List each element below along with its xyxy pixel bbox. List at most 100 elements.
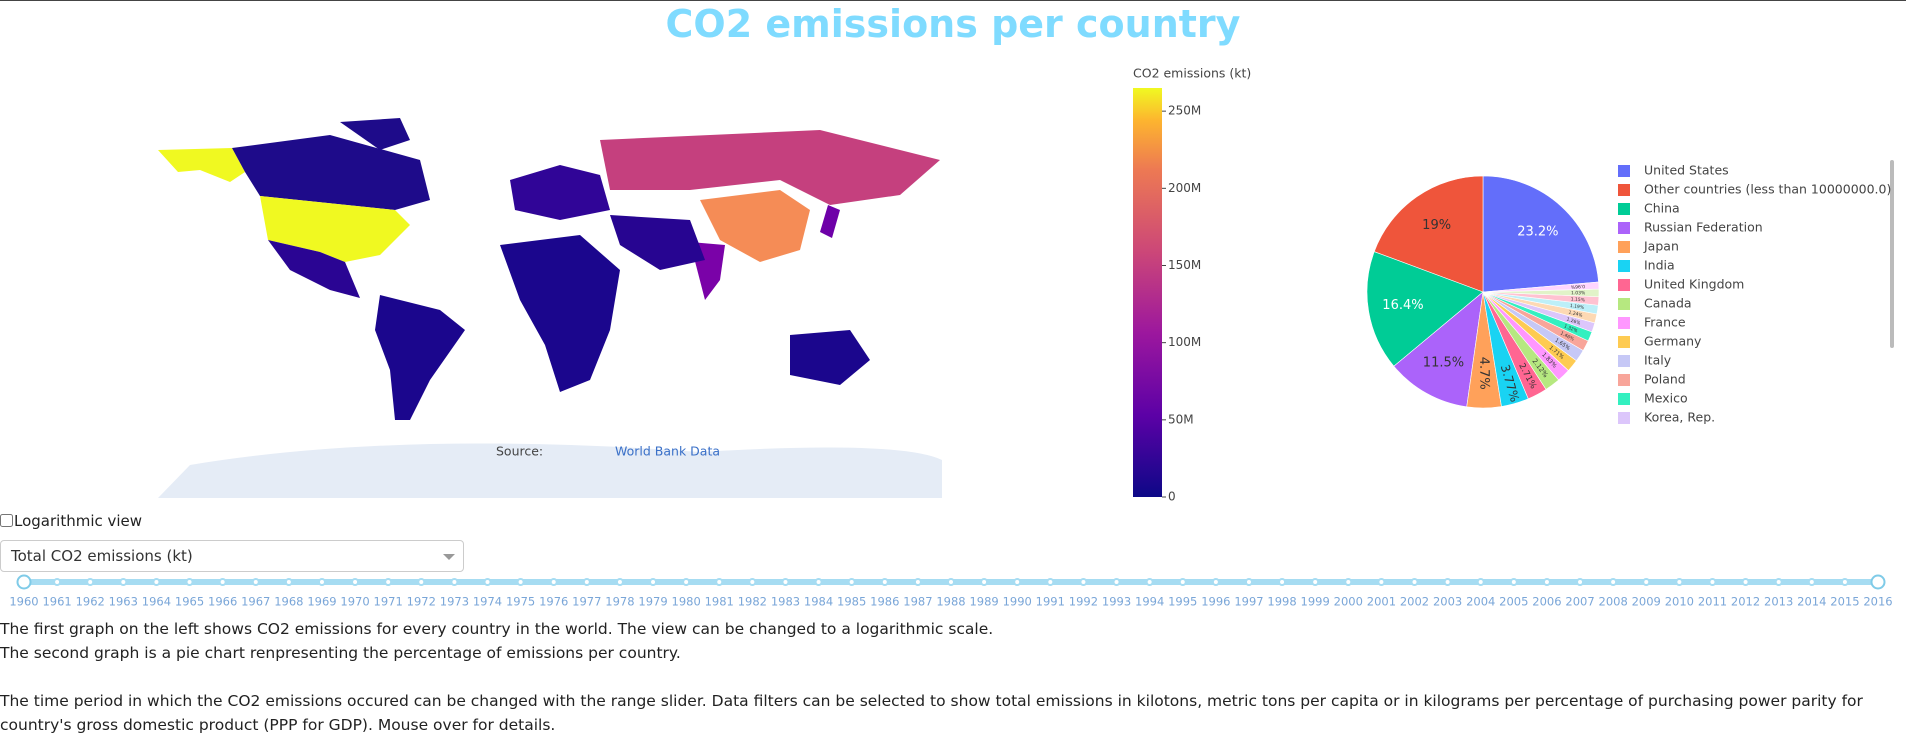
legend-swatch bbox=[1618, 222, 1630, 234]
dropdown-arrow bbox=[443, 554, 455, 560]
russia bbox=[600, 130, 940, 205]
slider-dot bbox=[947, 578, 955, 586]
legend-label[interactable]: Germany bbox=[1644, 334, 1702, 349]
slider-dot bbox=[1609, 578, 1618, 586]
slider-mark-label: 1983 bbox=[771, 595, 800, 609]
source-link[interactable]: World Bank Data bbox=[615, 444, 720, 459]
slider-mark-label: 1984 bbox=[804, 595, 833, 609]
colorbar-tick-label: 150M bbox=[1168, 258, 1201, 272]
slider-mark-label: 2015 bbox=[1830, 595, 1859, 609]
dropdown[interactable]: Total CO2 emissions (kt) bbox=[0, 540, 464, 572]
legend-label[interactable]: India bbox=[1644, 258, 1675, 273]
legend-label[interactable]: Poland bbox=[1644, 372, 1686, 387]
slider-dot bbox=[86, 578, 95, 586]
slider-dot bbox=[218, 578, 227, 586]
legend-label[interactable]: United States bbox=[1644, 163, 1729, 178]
pie-label: 19% bbox=[1422, 218, 1451, 233]
slider-mark-label: 1985 bbox=[837, 595, 866, 609]
legend-label[interactable]: Mexico bbox=[1644, 391, 1688, 406]
slider-mark-label: 1972 bbox=[407, 595, 436, 609]
slider-mark-label: 1993 bbox=[1102, 595, 1131, 609]
legend-swatch bbox=[1618, 260, 1630, 272]
slider-dot bbox=[1178, 578, 1187, 586]
legend-label[interactable]: Canada bbox=[1644, 296, 1692, 311]
australia bbox=[790, 330, 870, 385]
slider-dot bbox=[1642, 578, 1651, 586]
slider-dot bbox=[1708, 578, 1717, 586]
world-map[interactable] bbox=[158, 118, 942, 498]
slider-mark-label: 1988 bbox=[936, 595, 965, 609]
slider-mark-label: 1997 bbox=[1234, 595, 1263, 609]
slider-mark-label: 2003 bbox=[1433, 595, 1462, 609]
slider-mark-label: 2011 bbox=[1698, 595, 1727, 609]
slider-mark-label: 1996 bbox=[1201, 595, 1230, 609]
slider-handle[interactable] bbox=[1870, 574, 1886, 590]
south-america bbox=[375, 295, 465, 420]
checkbox[interactable] bbox=[0, 514, 13, 527]
legend-label[interactable]: Russian Federation bbox=[1644, 220, 1763, 235]
legend-swatch bbox=[1618, 241, 1630, 253]
legend-swatch bbox=[1618, 393, 1630, 405]
colorbar-tick-label: 0 bbox=[1168, 490, 1176, 504]
pie-label: 16.4% bbox=[1382, 298, 1423, 313]
legend-label[interactable]: Italy bbox=[1644, 353, 1672, 368]
slider-mark-label: 2009 bbox=[1632, 595, 1661, 609]
pie-label: 1.32% bbox=[1563, 323, 1579, 334]
slider-dot bbox=[1576, 578, 1585, 586]
slider-dot bbox=[880, 578, 889, 586]
slider-dot bbox=[1244, 578, 1253, 586]
legend-label[interactable]: United Kingdom bbox=[1644, 277, 1744, 292]
pie-label: 1.24% bbox=[1568, 310, 1584, 319]
legend-swatch bbox=[1618, 279, 1630, 291]
slider-mark-label: 1999 bbox=[1301, 595, 1330, 609]
slider-dot bbox=[549, 578, 558, 586]
slider-dot bbox=[1509, 578, 1518, 586]
slider-mark-label: 1986 bbox=[870, 595, 899, 609]
paragraph: The first graph on the left shows CO2 em… bbox=[0, 620, 994, 638]
slider-dot bbox=[980, 578, 989, 586]
slider-mark-label: 2016 bbox=[1863, 595, 1892, 609]
legend-swatch bbox=[1618, 298, 1630, 310]
legend-label[interactable]: Japan bbox=[1643, 239, 1679, 254]
slider-handle[interactable] bbox=[16, 574, 32, 590]
description: The first graph on the left shows CO2 em… bbox=[0, 617, 1900, 737]
slider-dot bbox=[1675, 578, 1684, 586]
pie-label: 1.15% bbox=[1570, 296, 1585, 303]
slider-mark-label: 1981 bbox=[705, 595, 734, 609]
slider-mark-label: 1968 bbox=[274, 595, 303, 609]
china bbox=[700, 190, 810, 262]
pie-label: 1.03% bbox=[1571, 290, 1586, 296]
slider-dot bbox=[119, 578, 128, 586]
legend-swatch bbox=[1618, 165, 1630, 177]
legend-label[interactable]: Other countries (less than 10000000.0) bbox=[1644, 182, 1891, 197]
pie-label: 4.7% bbox=[1476, 357, 1491, 390]
slider-mark-label: 1979 bbox=[638, 595, 667, 609]
slider-dot bbox=[1311, 578, 1320, 586]
slider-mark-label: 1962 bbox=[76, 595, 105, 609]
colorbar-tick-label: 200M bbox=[1168, 181, 1201, 195]
pie-label: 11.5% bbox=[1423, 355, 1464, 370]
slider-dot bbox=[317, 578, 326, 586]
slider-dot bbox=[417, 578, 426, 586]
legend-label[interactable]: France bbox=[1644, 315, 1686, 330]
slider-mark-label: 1982 bbox=[738, 595, 767, 609]
slider-dot bbox=[1443, 578, 1452, 586]
legend-label[interactable]: Korea, Rep. bbox=[1644, 410, 1715, 425]
slider-dot bbox=[251, 578, 260, 586]
legend-label[interactable]: China bbox=[1644, 201, 1680, 216]
source-label: Source: bbox=[496, 444, 543, 459]
slider-dot bbox=[1278, 578, 1287, 586]
pie-slice bbox=[1482, 175, 1599, 293]
log-checkbox[interactable]: Logarithmic view bbox=[0, 512, 142, 530]
paragraph: The time period in which the CO2 emissio… bbox=[0, 692, 1863, 734]
pie-label: 1.19% bbox=[1569, 303, 1585, 311]
slider-mark-label: 1998 bbox=[1267, 595, 1296, 609]
slider-mark-label: 2000 bbox=[1334, 595, 1363, 609]
slider-mark-label: 1987 bbox=[903, 595, 932, 609]
pie-slice bbox=[1393, 291, 1484, 408]
slider-dot bbox=[53, 578, 62, 586]
legend-scrollbar[interactable] bbox=[1890, 160, 1894, 348]
colorbar-tick-label: 100M bbox=[1168, 335, 1201, 349]
africa bbox=[500, 235, 620, 392]
japan bbox=[820, 205, 840, 238]
